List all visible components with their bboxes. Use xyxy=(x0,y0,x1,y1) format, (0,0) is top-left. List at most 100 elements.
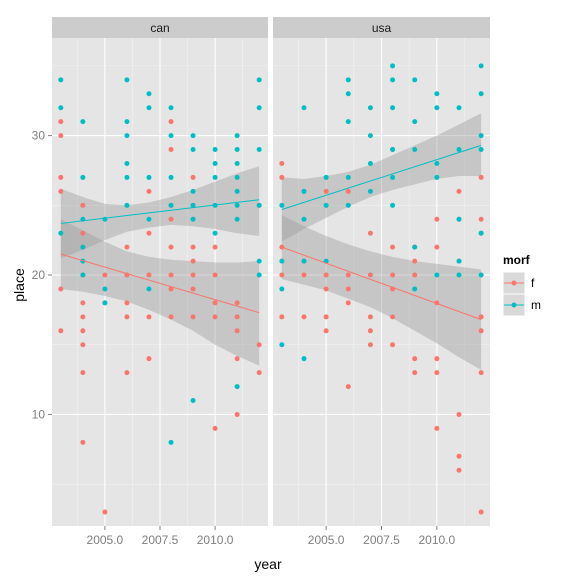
data-point-m xyxy=(168,202,174,208)
data-point-m xyxy=(168,105,174,111)
data-point-m xyxy=(478,230,484,236)
x-tick-label: 2005.0 xyxy=(87,533,124,547)
trend-line-m xyxy=(60,199,260,224)
data-point-f xyxy=(234,314,240,320)
data-point-m xyxy=(456,147,462,153)
data-point-f xyxy=(212,300,218,306)
panels: can usa xyxy=(52,17,490,526)
data-point-f xyxy=(124,370,130,376)
data-point-m xyxy=(146,105,152,111)
x-tick-label: 2010.0 xyxy=(419,533,456,547)
data-point-f xyxy=(390,314,396,320)
data-point-f xyxy=(212,244,218,250)
data-point-m xyxy=(190,133,196,139)
data-point-f xyxy=(390,272,396,278)
data-point-f xyxy=(434,216,440,222)
data-point-f xyxy=(301,272,307,278)
trend-line-m xyxy=(281,144,482,210)
data-point-f xyxy=(412,356,418,362)
data-point-f xyxy=(345,188,351,194)
legend-item-m: m xyxy=(502,293,541,317)
data-point-m xyxy=(456,258,462,264)
data-point-f xyxy=(168,272,174,278)
data-point-m xyxy=(102,286,108,292)
data-point-m xyxy=(456,272,462,278)
data-point-m xyxy=(367,188,373,194)
data-point-f xyxy=(279,314,285,320)
data-point-m xyxy=(146,286,152,292)
data-point-f xyxy=(256,342,262,348)
data-point-m xyxy=(367,133,373,139)
data-point-m xyxy=(345,174,351,180)
strip-background xyxy=(52,17,268,38)
data-point-m xyxy=(367,160,373,166)
data-point-m xyxy=(478,147,484,153)
data-point-f xyxy=(168,286,174,292)
data-point-f xyxy=(478,509,484,515)
data-point-f xyxy=(102,509,108,515)
data-point-m xyxy=(279,258,285,264)
data-point-m xyxy=(212,174,218,180)
data-point-f xyxy=(146,230,152,236)
data-point-m xyxy=(367,105,373,111)
data-point-m xyxy=(301,216,307,222)
data-point-f xyxy=(168,216,174,222)
data-point-f xyxy=(80,370,86,376)
data-point-m xyxy=(434,105,440,111)
data-point-f xyxy=(146,356,152,362)
data-point-f xyxy=(279,272,285,278)
strip-label: can xyxy=(150,21,169,35)
data-point-f xyxy=(80,230,86,236)
data-point-f xyxy=(168,147,174,153)
data-point-m xyxy=(212,147,218,153)
data-point-m xyxy=(412,147,418,153)
data-point-m xyxy=(234,202,240,208)
data-point-f xyxy=(412,370,418,376)
data-point-m xyxy=(478,272,484,278)
data-point-f xyxy=(478,328,484,334)
data-point-m xyxy=(256,258,262,264)
data-point-f xyxy=(146,314,152,320)
confidence-band-f xyxy=(60,219,260,366)
data-point-f xyxy=(190,314,196,320)
data-point-f xyxy=(323,314,329,320)
legend-label-f: f xyxy=(531,276,535,290)
data-point-f xyxy=(190,272,196,278)
data-point-f xyxy=(124,300,130,306)
data-point-f xyxy=(212,425,218,431)
data-point-m xyxy=(234,160,240,166)
data-point-f xyxy=(212,272,218,278)
data-point-m xyxy=(190,188,196,194)
panel-usa: usa xyxy=(273,17,490,526)
data-point-m xyxy=(301,258,307,264)
data-point-f xyxy=(434,356,440,362)
data-point-m xyxy=(124,133,130,139)
data-point-f xyxy=(58,133,64,139)
data-point-f xyxy=(58,119,64,125)
data-point-f xyxy=(434,425,440,431)
legend-title: morf xyxy=(503,253,531,267)
data-point-f xyxy=(367,342,373,348)
data-point-f xyxy=(412,272,418,278)
data-point-f xyxy=(434,370,440,376)
data-point-f xyxy=(124,314,130,320)
data-point-f xyxy=(390,244,396,250)
data-point-m xyxy=(146,91,152,97)
data-point-f xyxy=(345,300,351,306)
data-point-f xyxy=(146,188,152,194)
data-point-f xyxy=(124,244,130,250)
data-point-m xyxy=(256,105,262,111)
data-point-m xyxy=(434,272,440,278)
data-point-m xyxy=(279,342,285,348)
strip-background xyxy=(273,17,490,38)
confidence-band-m xyxy=(60,166,260,259)
data-point-f xyxy=(80,342,86,348)
data-point-f xyxy=(301,314,307,320)
strip-label: usa xyxy=(372,21,392,35)
data-point-m xyxy=(390,174,396,180)
data-point-m xyxy=(434,160,440,166)
legend-key-point xyxy=(511,280,517,286)
y-tick-label: 10 xyxy=(32,407,46,421)
data-point-m xyxy=(412,286,418,292)
